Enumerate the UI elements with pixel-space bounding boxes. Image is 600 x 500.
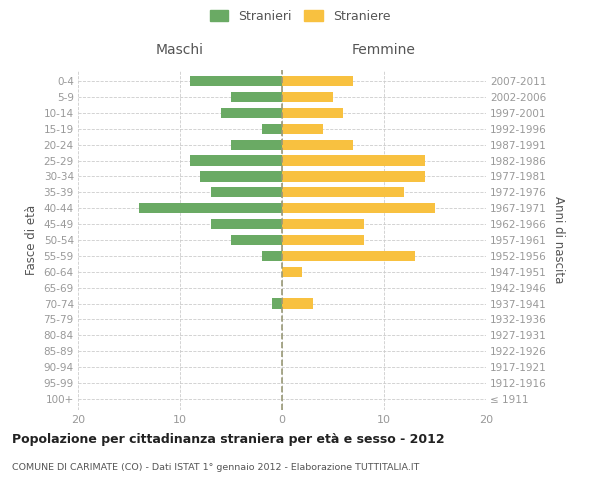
Bar [262,124,282,134]
Bar [262,250,282,261]
Text: Maschi: Maschi [156,44,204,58]
Bar [282,250,415,261]
Bar [282,219,364,230]
Bar [282,187,404,198]
Bar [221,108,282,118]
Bar [282,76,353,86]
Bar [282,203,435,213]
Text: Femmine: Femmine [352,44,416,58]
Y-axis label: Fasce di età: Fasce di età [25,205,38,275]
Bar [282,124,323,134]
Bar [231,140,282,150]
Bar [211,187,282,198]
Bar [282,140,353,150]
Text: Popolazione per cittadinanza straniera per età e sesso - 2012: Popolazione per cittadinanza straniera p… [12,432,445,446]
Bar [139,203,282,213]
Bar [282,156,425,166]
Bar [282,235,364,245]
Bar [231,92,282,102]
Bar [200,172,282,181]
Bar [231,235,282,245]
Bar [190,156,282,166]
Text: COMUNE DI CARIMATE (CO) - Dati ISTAT 1° gennaio 2012 - Elaborazione TUTTITALIA.I: COMUNE DI CARIMATE (CO) - Dati ISTAT 1° … [12,462,419,471]
Bar [282,266,302,277]
Legend: Stranieri, Straniere: Stranieri, Straniere [206,6,394,26]
Bar [190,76,282,86]
Bar [272,298,282,308]
Bar [282,108,343,118]
Bar [282,172,425,181]
Bar [282,92,333,102]
Bar [282,298,313,308]
Bar [211,219,282,230]
Y-axis label: Anni di nascita: Anni di nascita [553,196,565,284]
